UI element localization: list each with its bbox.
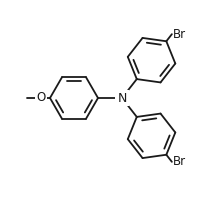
- Text: Br: Br: [173, 155, 186, 168]
- Text: N: N: [117, 92, 127, 104]
- Text: Br: Br: [173, 28, 186, 41]
- Text: O: O: [36, 92, 46, 104]
